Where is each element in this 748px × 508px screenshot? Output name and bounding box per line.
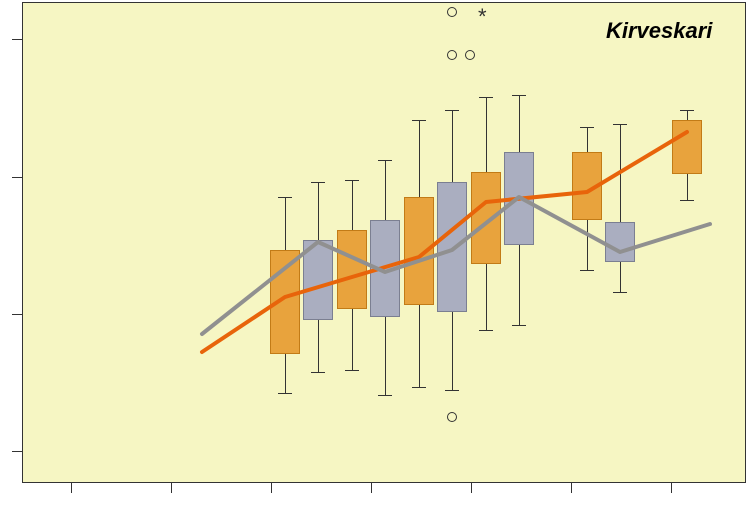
whisker-cap [680, 200, 694, 201]
whisker-cap [479, 330, 493, 331]
chart-title: Kirveskari [606, 18, 712, 44]
whisker-cap [580, 127, 594, 128]
whisker-cap [613, 292, 627, 293]
whisker-cap [412, 120, 426, 121]
box [672, 120, 702, 174]
whisker-cap [311, 372, 325, 373]
box [504, 152, 534, 245]
box [572, 152, 602, 220]
box [270, 250, 300, 354]
whisker-cap [378, 395, 392, 396]
whisker-cap [345, 370, 359, 371]
whisker-cap [412, 387, 426, 388]
x-tick [271, 483, 272, 493]
y-tick [12, 451, 22, 452]
whisker-cap [445, 390, 459, 391]
box [404, 197, 434, 305]
whisker-cap [580, 270, 594, 271]
box [605, 222, 635, 262]
box [437, 182, 467, 312]
box [471, 172, 501, 264]
whisker-cap [311, 182, 325, 183]
whisker-cap [278, 393, 292, 394]
x-tick [171, 483, 172, 493]
x-tick [371, 483, 372, 493]
y-tick [12, 314, 22, 315]
y-tick [12, 39, 22, 40]
box [337, 230, 367, 309]
whisker-cap [512, 95, 526, 96]
outlier-marker [447, 7, 457, 17]
whisker-cap [680, 110, 694, 111]
x-tick [71, 483, 72, 493]
whisker-cap [445, 110, 459, 111]
box [370, 220, 400, 317]
outlier-marker [447, 412, 457, 422]
whisker-cap [613, 124, 627, 125]
whisker-cap [278, 197, 292, 198]
whisker-cap [345, 180, 359, 181]
y-tick [12, 177, 22, 178]
x-tick [471, 483, 472, 493]
x-tick [571, 483, 572, 493]
box [303, 240, 333, 320]
whisker-cap [512, 325, 526, 326]
whisker-cap [378, 160, 392, 161]
outlier-marker [447, 50, 457, 60]
star-marker: * [478, 6, 487, 28]
outlier-marker [465, 50, 475, 60]
x-tick [671, 483, 672, 493]
whisker-cap [479, 97, 493, 98]
whisker [620, 124, 621, 292]
